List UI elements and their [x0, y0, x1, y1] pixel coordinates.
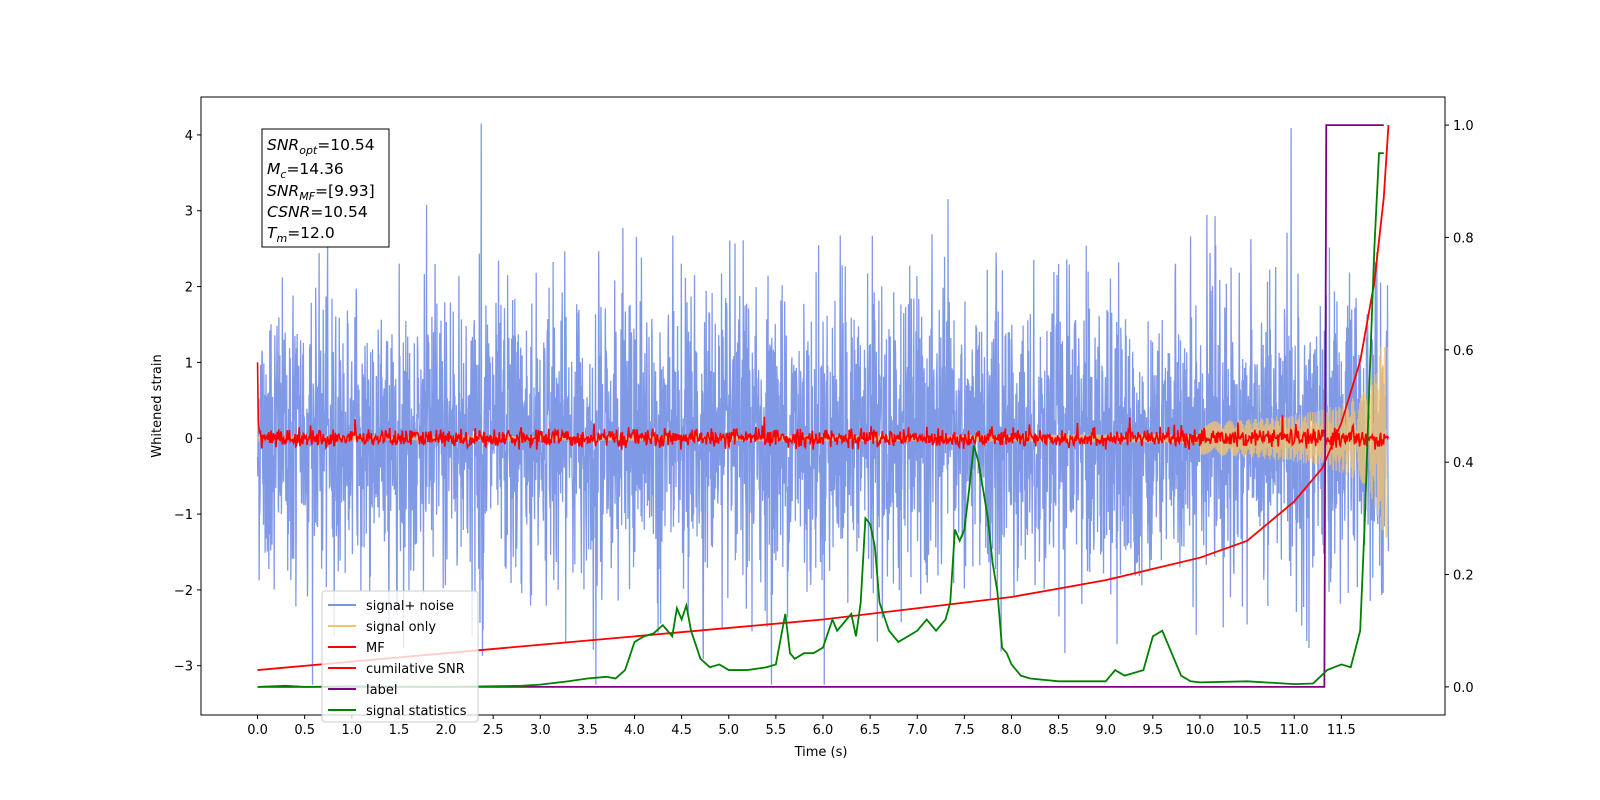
legend-label-label: label [366, 683, 397, 698]
x-tick-label: 4.0 [624, 723, 645, 738]
x-tick-label: 3.5 [577, 723, 598, 738]
x-tick-label: 9.0 [1095, 723, 1116, 738]
series-mf-line [256, 362, 1390, 450]
legend-entry-signal-noise: signal+ noise [328, 599, 454, 614]
y-axis-label: Whitened strain [150, 354, 165, 457]
y2-tick-label: 0.8 [1453, 231, 1474, 246]
legend-entry-cumulative-snr: cumilative SNR [328, 662, 465, 677]
x-tick-label: 11.5 [1327, 723, 1356, 738]
y-tick-label: 1 [185, 356, 193, 371]
y2-tick-label: 1.0 [1453, 119, 1474, 134]
y-tick-label: −1 [174, 508, 193, 523]
x-tick-label: 10.5 [1233, 723, 1262, 738]
info-box-frame [261, 128, 390, 248]
legend: signal+ noise signal only MF cumilative … [321, 590, 479, 723]
y-axis-right: 1.0 0.8 0.6 0.4 0.2 0.0 [1445, 119, 1474, 696]
series-signal-statistics-line [257, 152, 1384, 688]
y-tick-label: 4 [185, 129, 193, 144]
legend-label-signal-only: signal only [366, 620, 436, 635]
legend-entry-mf: MF [328, 641, 385, 656]
x-axis-label: Time (s) [794, 745, 848, 760]
x-tick-label: 2.0 [436, 723, 457, 738]
info-snr-opt: SNRopt=10.54 [267, 136, 375, 157]
x-tick-label: 7.5 [954, 723, 975, 738]
x-tick-label: 3.0 [530, 723, 551, 738]
x-tick-label: 10.0 [1185, 723, 1214, 738]
x-tick-label: 8.5 [1048, 723, 1069, 738]
x-tick-label: 1.5 [389, 723, 410, 738]
info-snr-mf: SNRMF=[9.93] [267, 182, 375, 203]
legend-entry-label: label [328, 683, 397, 698]
legend-label-mf: MF [366, 641, 385, 656]
info-tm: Tm=12.0 [267, 224, 335, 245]
legend-label-cumulative-snr: cumilative SNR [366, 662, 465, 677]
y2-tick-label: 0.4 [1453, 456, 1474, 471]
x-tick-label: 0.5 [294, 723, 315, 738]
y-axis-left: 4 3 2 1 0 −1 −2 −3 [174, 129, 201, 675]
y2-tick-label: 0.2 [1453, 569, 1474, 584]
x-tick-label: 4.5 [671, 723, 692, 738]
legend-label-signal-noise: signal+ noise [366, 599, 454, 614]
series-label-line [257, 124, 1384, 688]
legend-entry-signal-only: signal only [328, 620, 436, 635]
x-tick-label: 1.0 [341, 723, 362, 738]
x-tick-label: 6.0 [813, 723, 834, 738]
x-tick-label: 0.0 [247, 723, 268, 738]
info-csnr: CSNR=10.54 [267, 203, 368, 221]
x-tick-label: 5.5 [766, 723, 787, 738]
y-tick-label: 0 [185, 432, 193, 447]
x-tick-label: 6.5 [860, 723, 881, 738]
x-tick-label: 11.0 [1280, 723, 1309, 738]
x-tick-label: 9.5 [1143, 723, 1164, 738]
y-tick-label: −2 [174, 584, 193, 599]
x-tick-label: 5.0 [718, 723, 739, 738]
y2-tick-label: 0.6 [1453, 344, 1474, 359]
y-tick-label: 2 [185, 281, 193, 296]
legend-entry-signal-statistics: signal statistics [328, 704, 467, 719]
y2-tick-label: 0.0 [1453, 681, 1474, 696]
y-tick-label: 3 [185, 205, 193, 220]
info-box: SNRopt=10.54 Mc=14.36 SNRMF=[9.93] CSNR=… [261, 128, 390, 248]
x-tick-label: 8.0 [1001, 723, 1022, 738]
y-tick-label: −3 [174, 660, 193, 675]
data-layer [256, 123, 1390, 688]
x-tick-label: 7.0 [907, 723, 928, 738]
x-tick-label: 2.5 [483, 723, 504, 738]
series-signal-noise-line [256, 123, 1390, 685]
legend-label-signal-statistics: signal statistics [366, 704, 467, 719]
x-axis: 0.0 0.5 1.0 1.5 2.0 2.5 3.0 3.5 4.0 4.5 5.0 5.5 6.0 6… [247, 715, 1356, 738]
series-cumulative-snr-line [257, 125, 1390, 671]
legend-frame [321, 590, 479, 723]
info-mc: Mc=14.36 [267, 160, 344, 181]
